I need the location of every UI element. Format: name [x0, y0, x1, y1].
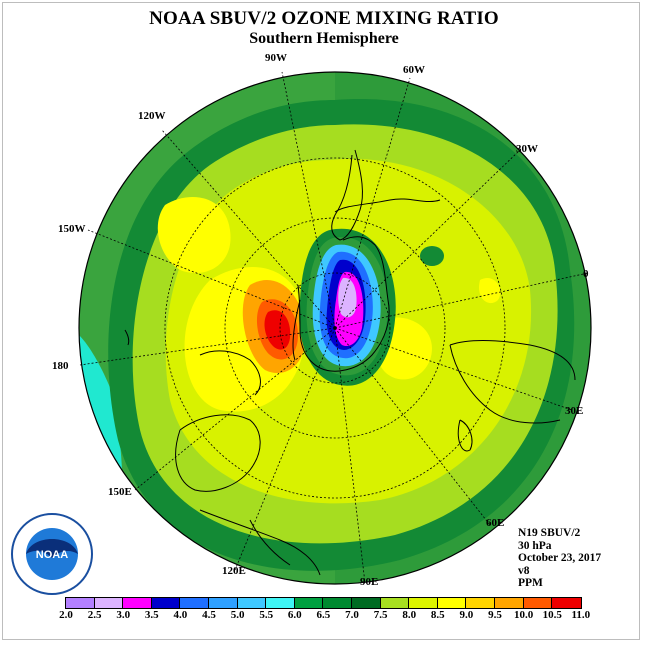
colorbar-swatch	[323, 598, 352, 608]
colorbar-tick-label: 3.0	[116, 609, 131, 621]
map-title: NOAA SBUV/2 OZONE MIXING RATIO	[149, 8, 499, 29]
colorbar-swatch	[437, 598, 467, 608]
colorbar-swatch	[237, 598, 267, 608]
colorbar-swatch	[351, 598, 381, 608]
colorbar-swatch	[208, 598, 238, 608]
longitude-label-180: 180	[52, 360, 69, 372]
colorbar-tick-label: 11.0	[571, 609, 591, 621]
colorbar-tick-label: 2.0	[59, 609, 73, 621]
colorbar-swatch	[552, 598, 581, 608]
colorbar-swatch	[123, 598, 152, 608]
colorbar-tick-label: 5.5	[259, 609, 274, 621]
info-date: October 23, 2017	[518, 552, 602, 565]
colorbar-swatch	[66, 598, 95, 608]
info-level: 30 hPa	[518, 539, 552, 552]
longitude-label-90w: 90W	[265, 52, 287, 64]
colorbar-swatch	[266, 598, 295, 608]
info-units: PPM	[518, 577, 543, 590]
coastlines	[124, 149, 576, 576]
longitude-label-60e: 60E	[486, 517, 505, 529]
longitude-label-120e: 120E	[222, 565, 246, 577]
colorbar-tick-label: 6.5	[316, 609, 331, 621]
meridians	[79, 71, 589, 584]
colorbar-swatch	[151, 598, 181, 608]
longitude-label-30w: 30W	[516, 143, 538, 155]
colorbar-tick-label: 4.0	[173, 609, 188, 621]
info-version: v8	[518, 564, 530, 577]
info-satellite: N19 SBUV/2	[518, 527, 581, 539]
longitude-label-120w: 120W	[138, 110, 166, 122]
colorbar-swatch	[294, 598, 324, 608]
colorbar-swatch	[94, 598, 124, 608]
colorbar-tick-label: 6.0	[287, 609, 302, 621]
colorbar	[65, 597, 582, 609]
map-subtitle: Southern Hemisphere	[249, 30, 399, 47]
colorbar-swatch	[494, 598, 524, 608]
colorbar-tick-label: 5.0	[230, 609, 245, 621]
colorbar-swatch	[380, 598, 410, 608]
noaa-logo: NOAA	[10, 512, 94, 596]
colorbar-swatch	[180, 598, 209, 608]
colorbar-tick-label: 3.5	[144, 609, 159, 621]
noaa-logo-text: NOAA	[36, 549, 68, 561]
colorbar-tick-label: 2.5	[87, 609, 102, 621]
colorbar-swatch	[466, 598, 495, 608]
colorbar-tick-label: 7.5	[373, 609, 388, 621]
colorbar-tick-label: 10.0	[513, 609, 534, 621]
colorbar-tick-label: 7.0	[345, 609, 359, 621]
colorbar-tick-label: 8.0	[402, 609, 417, 621]
colorbar-tick-label: 10.5	[542, 609, 562, 621]
colorbar-tick-label: 9.0	[459, 609, 474, 621]
longitude-label-60w: 60W	[403, 64, 425, 76]
longitude-label-150e: 150E	[108, 486, 132, 498]
latitude-circles	[164, 157, 506, 499]
longitude-label-90e: 90E	[360, 576, 379, 588]
image-frame	[2, 2, 640, 640]
colorbar-tick-label: 8.5	[430, 609, 445, 621]
ozone-field	[79, 72, 591, 584]
longitude-label-0: 0	[583, 268, 589, 280]
colorbar-swatch	[523, 598, 553, 608]
longitude-label-30e: 30E	[565, 405, 584, 417]
colorbar-tick-label: 9.5	[488, 609, 502, 621]
colorbar-tick-label: 4.5	[202, 609, 216, 621]
info-block: N19 SBUV/2 30 hPa October 23, 2017 v8 PP…	[518, 527, 601, 590]
colorbar-swatch	[409, 598, 438, 608]
longitude-label-150w: 150W	[58, 223, 86, 235]
